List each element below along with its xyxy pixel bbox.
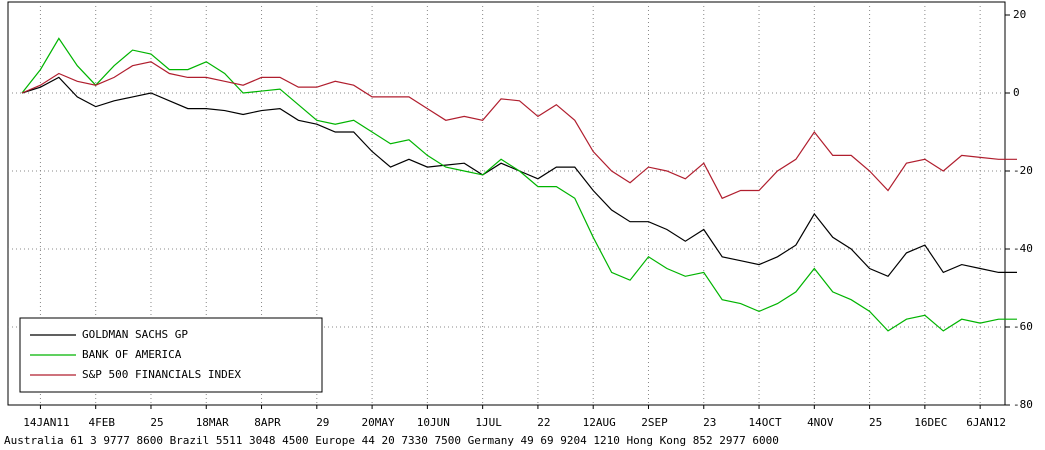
x-tick-label: 10JUN	[417, 416, 450, 429]
x-tick-label: 25	[869, 416, 882, 429]
x-tick-label: 2SEP	[641, 416, 668, 429]
x-tick-label: 20MAY	[362, 416, 395, 429]
y-tick-label: -60	[1013, 320, 1033, 333]
x-tick-label: 4FEB	[88, 416, 115, 429]
series-line	[21, 76, 1017, 278]
y-tick-label: -40	[1013, 242, 1033, 255]
x-tick-label: 22	[537, 416, 550, 429]
series-line	[21, 37, 1017, 332]
y-tick-label: -80	[1013, 398, 1033, 411]
x-tick-label: 25	[150, 416, 163, 429]
legend-label: BANK OF AMERICA	[82, 348, 182, 361]
x-tick-label: 4NOV	[807, 416, 834, 429]
x-tick-label: 12AUG	[583, 416, 616, 429]
x-tick-label: 16DEC	[914, 416, 947, 429]
y-tick-label: 0	[1013, 86, 1020, 99]
legend-label: GOLDMAN SACHS GP	[82, 328, 188, 341]
legend-label: S&P 500 FINANCIALS INDEX	[82, 368, 241, 381]
series-line	[21, 61, 1017, 200]
footer: Australia 61 3 9777 8600 Brazil 5511 304…	[4, 434, 779, 447]
y-tick-label: 20	[1013, 8, 1026, 21]
x-tick-label: 14OCT	[748, 416, 781, 429]
x-tick-label: 1JUL	[475, 416, 502, 429]
x-tick-label: 23	[703, 416, 716, 429]
x-tick-label: 6JAN12	[966, 416, 1006, 429]
y-tick-label: -20	[1013, 164, 1033, 177]
x-tick-label: 8APR	[254, 416, 281, 429]
x-tick-label: 18MAR	[196, 416, 229, 429]
plot-frame	[7, 1, 1006, 406]
x-tick-label: 14JAN11	[23, 416, 69, 429]
x-tick-label: 29	[316, 416, 329, 429]
